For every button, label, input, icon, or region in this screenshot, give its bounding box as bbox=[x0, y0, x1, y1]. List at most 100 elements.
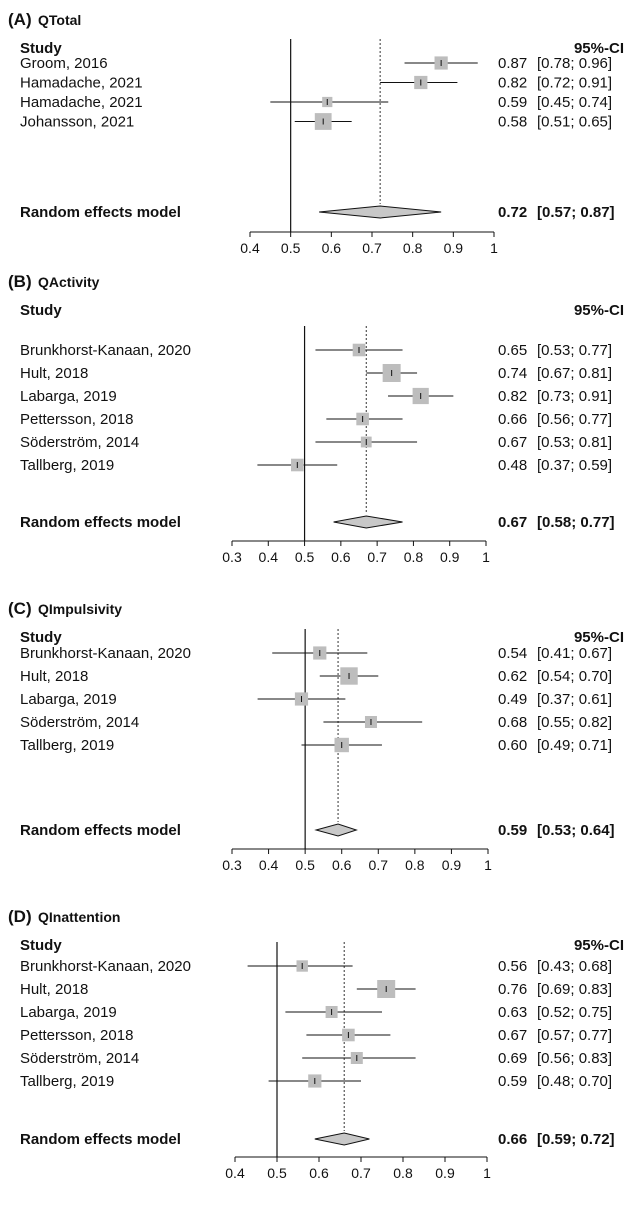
panel4-study-name-4: Pettersson, 2018 bbox=[20, 1027, 133, 1044]
panel2-x-tick-label-4: 0.6 bbox=[331, 549, 351, 565]
panel3-panel-label: (C) bbox=[8, 599, 32, 618]
panel1-x-tick-label-6: 0.9 bbox=[444, 240, 464, 256]
panel1-pooled-ci-label: [0.57; 0.87] bbox=[537, 204, 615, 221]
panel4-panel-label: (D) bbox=[8, 907, 32, 926]
panel1-x-tick-label-7: 1 bbox=[490, 240, 498, 256]
panel3-pooled-ci-label: [0.53; 0.64] bbox=[537, 822, 615, 839]
panel4-x-tick-label-6: 0.9 bbox=[435, 1165, 455, 1181]
panel4-study-est-3: 0.63 bbox=[498, 1004, 527, 1021]
panel2-pooled-name: Random effects model bbox=[20, 514, 181, 531]
panel4-study-name-1: Brunkhorst-Kanaan, 2020 bbox=[20, 958, 191, 975]
panel1-study-est-4: 0.58 bbox=[498, 114, 527, 131]
panel4-x-tick-label-7: 1 bbox=[483, 1165, 491, 1181]
panel3-pooled-est: 0.59 bbox=[498, 822, 527, 839]
panel3-study-name-4: Söderström, 2014 bbox=[20, 714, 139, 731]
panel4-study-est-4: 0.67 bbox=[498, 1027, 527, 1044]
panel3-ci-header: 95%-CI bbox=[574, 629, 624, 646]
panel2-x-tick-label-5: 0.7 bbox=[367, 549, 387, 565]
panel4-study-ci-label-5: [0.56; 0.83] bbox=[537, 1050, 612, 1067]
panel1-study-name-1: Groom, 2016 bbox=[20, 55, 108, 72]
panel3-study-est-1: 0.54 bbox=[498, 645, 527, 662]
panel4-study-ci-label-6: [0.48; 0.70] bbox=[537, 1073, 612, 1090]
panel4-study-header: Study bbox=[20, 937, 62, 954]
panel4-pooled-diamond bbox=[314, 1132, 370, 1146]
panel4-panel-title: QInattention bbox=[38, 909, 120, 925]
panel1-x-tick-label-1: 0.4 bbox=[240, 240, 260, 256]
panel1-study-header: Study bbox=[20, 40, 62, 57]
panel2-study-ci-label-2: [0.67; 0.81] bbox=[537, 365, 612, 382]
panel1-pooled-diamond bbox=[319, 205, 442, 219]
panel2-study-est-5: 0.67 bbox=[498, 434, 527, 451]
panel4-pooled-name: Random effects model bbox=[20, 1131, 181, 1148]
panel4-x-tick-label-2: 0.5 bbox=[267, 1165, 287, 1181]
panel3-study-name-5: Tallberg, 2019 bbox=[20, 737, 114, 754]
panel2-x-tick-label-3: 0.5 bbox=[295, 549, 315, 565]
panel4-study-ci-label-1: [0.43; 0.68] bbox=[537, 958, 612, 975]
panel1-pooled-est: 0.72 bbox=[498, 204, 527, 221]
panel3-study-est-4: 0.68 bbox=[498, 714, 527, 731]
panel4-study-name-6: Tallberg, 2019 bbox=[20, 1073, 114, 1090]
panel1-x-tick-label-2: 0.5 bbox=[281, 240, 301, 256]
panel3-study-ci-label-4: [0.55; 0.82] bbox=[537, 714, 612, 731]
panel2-study-name-1: Brunkhorst-Kanaan, 2020 bbox=[20, 342, 191, 359]
panel3-study-est-3: 0.49 bbox=[498, 691, 527, 708]
panel2-study-name-6: Tallberg, 2019 bbox=[20, 457, 114, 474]
panel2-study-est-1: 0.65 bbox=[498, 342, 527, 359]
panel2-study-name-4: Pettersson, 2018 bbox=[20, 411, 133, 428]
panel2-study-name-3: Labarga, 2019 bbox=[20, 388, 117, 405]
panel4-study-ci-label-3: [0.52; 0.75] bbox=[537, 1004, 612, 1021]
panel3-study-name-3: Labarga, 2019 bbox=[20, 691, 117, 708]
panel3-study-est-2: 0.62 bbox=[498, 668, 527, 685]
panel4-pooled-est: 0.66 bbox=[498, 1131, 527, 1148]
panel1-x-tick-label-5: 0.8 bbox=[403, 240, 423, 256]
panel2-study-est-4: 0.66 bbox=[498, 411, 527, 428]
panel2-study-ci-label-3: [0.73; 0.91] bbox=[537, 388, 612, 405]
panel4-study-est-6: 0.59 bbox=[498, 1073, 527, 1090]
panel1-study-ci-label-3: [0.45; 0.74] bbox=[537, 94, 612, 111]
panel4-study-ci-label-2: [0.69; 0.83] bbox=[537, 981, 612, 998]
panel2-study-est-6: 0.48 bbox=[498, 457, 527, 474]
panel1-study-ci-label-2: [0.72; 0.91] bbox=[537, 75, 612, 92]
panel1-x-tick-label-4: 0.7 bbox=[362, 240, 382, 256]
panel4-study-est-1: 0.56 bbox=[498, 958, 527, 975]
panel1-study-name-4: Johansson, 2021 bbox=[20, 114, 134, 131]
panel3-x-tick-label-5: 0.7 bbox=[369, 857, 389, 873]
panel4-study-est-5: 0.69 bbox=[498, 1050, 527, 1067]
panel3-study-header: Study bbox=[20, 629, 62, 646]
panel1-study-est-3: 0.59 bbox=[498, 94, 527, 111]
panel4-study-est-2: 0.76 bbox=[498, 981, 527, 998]
panel3-x-tick-label-7: 0.9 bbox=[442, 857, 462, 873]
panel3-x-tick-label-4: 0.6 bbox=[332, 857, 352, 873]
panel4-pooled-ci-label: [0.59; 0.72] bbox=[537, 1131, 615, 1148]
panel3-x-tick-label-3: 0.5 bbox=[295, 857, 315, 873]
panel2-study-ci-label-1: [0.53; 0.77] bbox=[537, 342, 612, 359]
panel1-study-name-3: Hamadache, 2021 bbox=[20, 94, 143, 111]
panel2-pooled-est: 0.67 bbox=[498, 514, 527, 531]
panel3-study-name-1: Brunkhorst-Kanaan, 2020 bbox=[20, 645, 191, 662]
panel2-panel-title: QActivity bbox=[38, 274, 100, 290]
panel3-study-name-2: Hult, 2018 bbox=[20, 668, 88, 685]
panel1-study-ci-label-1: [0.78; 0.96] bbox=[537, 55, 612, 72]
panel4-x-tick-label-3: 0.6 bbox=[309, 1165, 329, 1181]
panel1-ci-header: 95%-CI bbox=[574, 40, 624, 57]
panel1-x-tick-label-3: 0.6 bbox=[322, 240, 342, 256]
panel1-study-ci-label-4: [0.51; 0.65] bbox=[537, 114, 612, 131]
panel1-study-name-2: Hamadache, 2021 bbox=[20, 75, 143, 92]
panel2-pooled-diamond bbox=[333, 515, 403, 529]
panel2-pooled-ci-label: [0.58; 0.77] bbox=[537, 514, 615, 531]
panel3-study-ci-label-2: [0.54; 0.70] bbox=[537, 668, 612, 685]
panel2-study-name-2: Hult, 2018 bbox=[20, 365, 88, 382]
panel3-x-tick-label-8: 1 bbox=[484, 857, 492, 873]
panel1-pooled-name: Random effects model bbox=[20, 204, 181, 221]
panel2-panel-label: (B) bbox=[8, 272, 32, 291]
panel3-x-tick-label-2: 0.4 bbox=[259, 857, 279, 873]
panel3-study-ci-label-1: [0.41; 0.67] bbox=[537, 645, 612, 662]
panel2-x-tick-label-8: 1 bbox=[482, 549, 490, 565]
panel2-study-name-5: Söderström, 2014 bbox=[20, 434, 139, 451]
panel2-ci-header: 95%-CI bbox=[574, 302, 624, 319]
panel4-study-ci-label-4: [0.57; 0.77] bbox=[537, 1027, 612, 1044]
panel4-ci-header: 95%-CI bbox=[574, 937, 624, 954]
panel3-x-tick-label-1: 0.3 bbox=[222, 857, 242, 873]
panel1-study-est-1: 0.87 bbox=[498, 55, 527, 72]
panel4-x-tick-label-1: 0.4 bbox=[225, 1165, 245, 1181]
